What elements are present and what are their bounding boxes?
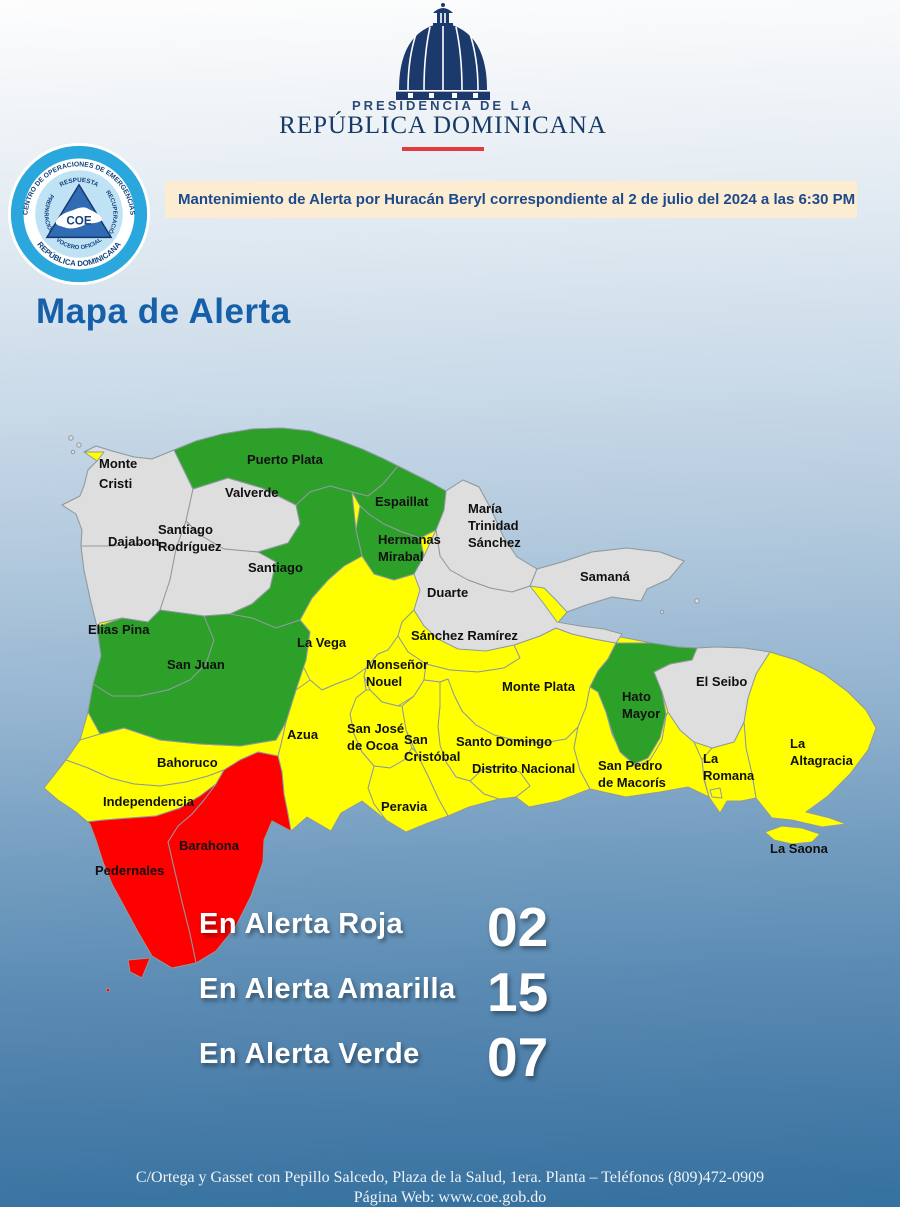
presidencia-text: PRESIDENCIA DE LA <box>352 98 534 113</box>
islet-nw-3 <box>70 449 76 455</box>
province-label-santiago: Santiago <box>248 560 303 575</box>
province-label-azua: Azua <box>287 727 319 742</box>
footer: C/Ortega y Gasset con Pepillo Salcedo, P… <box>0 1168 900 1208</box>
province-label-pedernales: Pedernales <box>95 863 164 878</box>
stat-value-verde: 07 <box>487 1026 549 1088</box>
province-label-independencia: Independencia <box>103 794 195 809</box>
province-label-espaillat: Espaillat <box>375 494 429 509</box>
province-label-el-seibo: El Seibo <box>696 674 747 689</box>
stat-label-amarilla: En Alerta Amarilla <box>199 973 456 1005</box>
province-label-monsenor-nouel: Monseñor Nouel <box>366 657 432 689</box>
islet-south-dot <box>105 987 111 993</box>
stat-label-roja: En Alerta Roja <box>199 908 404 940</box>
province-label-san-jose-de-ocoa: San José de Ocoa <box>347 721 408 753</box>
stat-label-verde: En Alerta Verde <box>199 1038 420 1070</box>
province-samana <box>529 547 685 613</box>
province-label-peravia: Peravia <box>381 799 428 814</box>
province-san-juan <box>87 613 311 747</box>
province-label-elias-pina: Elias Pina <box>88 622 150 637</box>
coe-preparacion-text: PREPARACIÓN <box>42 193 54 235</box>
province-label-barahona: Barahona <box>179 838 240 853</box>
province-label-valverde: Valverde <box>225 485 279 500</box>
province-label-monte-cristi: Monte Cristi <box>99 456 141 491</box>
red-divider-bar <box>402 147 484 151</box>
province-label-san-cristobal: San Cristóbal <box>404 732 460 764</box>
stat-value-roja: 02 <box>487 896 549 958</box>
province-label-la-saona: La Saona <box>770 841 829 856</box>
province-label-monte-plata: Monte Plata <box>502 679 576 694</box>
coe-map-silhouette <box>55 207 103 229</box>
province-label-santo-domingo: Santo Domingo <box>456 734 552 749</box>
province-label-san-pedro-de-macoris: San Pedro de Macorís <box>598 758 666 790</box>
republica-dominicana-text: REPÚBLICA DOMINICANA <box>279 112 607 139</box>
page-title: Mapa de Alerta <box>36 292 291 331</box>
footer-address: C/Ortega y Gasset con Pepillo Salcedo, P… <box>135 1169 765 1186</box>
coe-logo: CENTRO DE OPERACIONES DE EMERGENCIAS REP… <box>7 142 151 286</box>
province-label-maria-trinidad-sanchez: María Trinidad Sánchez <box>468 501 522 550</box>
province-label-hato-mayor: Hato Mayor <box>622 689 660 721</box>
province-label-la-altagracia: La Altagracia <box>790 736 854 768</box>
province-label-sanchez-ramirez: Sánchez Ramírez <box>411 628 518 643</box>
province-label-bahoruco: Bahoruco <box>157 755 218 770</box>
province-pedernales <box>75 783 217 969</box>
province-label-hermanas-mirabal: Hermanas Mirabal <box>378 532 445 564</box>
province-la-altagracia <box>743 651 877 828</box>
footer-website: Página Web: www.coe.gob.do <box>353 1189 547 1206</box>
islet-samana-1 <box>694 598 700 604</box>
islet-samana-2 <box>659 609 665 615</box>
province-label-distrito-nacional: Distrito Nacional <box>472 761 575 776</box>
province-label-la-vega: La Vega <box>297 635 347 650</box>
stat-value-amarilla: 15 <box>487 961 549 1023</box>
province-label-la-romana: La Romana <box>703 751 755 783</box>
alert-banner: Mantenimiento de Alerta por Huracán Bery… <box>165 181 857 218</box>
province-label-san-juan: San Juan <box>167 657 225 672</box>
province-label-puerto-plata: Puerto Plata <box>247 452 324 467</box>
presidencia-dome-icon <box>396 3 490 100</box>
coe-center-text: COE <box>66 215 92 228</box>
province-label-santiago-rodriguez: Santiago Rodríguez <box>158 522 222 554</box>
islet-catalina <box>709 787 723 799</box>
islet-beata <box>127 957 151 979</box>
province-label-duarte: Duarte <box>427 585 468 600</box>
island-la-saona <box>764 825 821 845</box>
province-hato-mayor <box>589 642 698 765</box>
islet-nw-1 <box>68 435 74 441</box>
province-label-samana: Samaná <box>580 569 631 584</box>
province-label-dajabon: Dajabon <box>108 534 159 549</box>
islet-nw-2 <box>76 442 82 448</box>
alert-banner-text: Mantenimiento de Alerta por Huracán Bery… <box>178 191 856 208</box>
